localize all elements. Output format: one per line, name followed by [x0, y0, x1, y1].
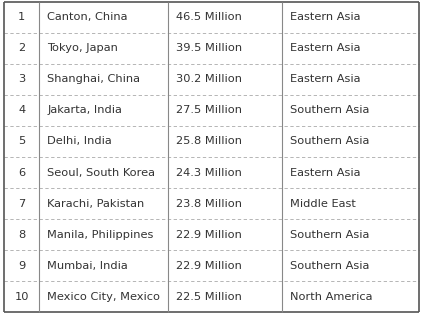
Bar: [39, 157, 168, 188]
Text: Eastern Asia: Eastern Asia: [290, 74, 360, 84]
Bar: [282, 157, 419, 188]
Text: Eastern Asia: Eastern Asia: [290, 43, 360, 53]
Bar: [39, 126, 168, 157]
Bar: [168, 250, 282, 281]
Text: 22.9 Million: 22.9 Million: [176, 230, 242, 240]
Bar: [39, 188, 168, 219]
Bar: [168, 33, 282, 64]
Text: 46.5 Million: 46.5 Million: [176, 12, 242, 22]
Text: Jakarta, India: Jakarta, India: [47, 106, 122, 115]
Bar: [4, 2, 39, 33]
Text: 23.8 Million: 23.8 Million: [176, 199, 242, 208]
Bar: [168, 95, 282, 126]
Bar: [4, 33, 39, 64]
Text: 4: 4: [18, 106, 25, 115]
Text: Shanghai, China: Shanghai, China: [47, 74, 140, 84]
Bar: [39, 250, 168, 281]
Text: 8: 8: [18, 230, 25, 240]
Text: 39.5 Million: 39.5 Million: [176, 43, 242, 53]
Bar: [282, 219, 419, 250]
Bar: [4, 95, 39, 126]
Bar: [168, 219, 282, 250]
Text: Tokyo, Japan: Tokyo, Japan: [47, 43, 118, 53]
Text: 27.5 Million: 27.5 Million: [176, 106, 242, 115]
Bar: [39, 33, 168, 64]
Text: Eastern Asia: Eastern Asia: [290, 12, 360, 22]
Bar: [4, 250, 39, 281]
Bar: [4, 126, 39, 157]
Text: Southern Asia: Southern Asia: [290, 106, 369, 115]
Bar: [282, 126, 419, 157]
Bar: [282, 250, 419, 281]
Text: 22.9 Million: 22.9 Million: [176, 261, 242, 271]
Text: 6: 6: [18, 168, 25, 177]
Bar: [4, 188, 39, 219]
Bar: [39, 219, 168, 250]
Bar: [282, 95, 419, 126]
Bar: [168, 64, 282, 95]
Bar: [168, 188, 282, 219]
Text: Mexico City, Mexico: Mexico City, Mexico: [47, 292, 160, 302]
Text: Southern Asia: Southern Asia: [290, 137, 369, 146]
Text: Eastern Asia: Eastern Asia: [290, 168, 360, 177]
Text: Karachi, Pakistan: Karachi, Pakistan: [47, 199, 144, 208]
Bar: [39, 281, 168, 312]
Text: Southern Asia: Southern Asia: [290, 261, 369, 271]
Text: 30.2 Million: 30.2 Million: [176, 74, 242, 84]
Bar: [168, 157, 282, 188]
Bar: [4, 281, 39, 312]
Bar: [282, 188, 419, 219]
Text: Canton, China: Canton, China: [47, 12, 128, 22]
Bar: [168, 2, 282, 33]
Text: 7: 7: [18, 199, 25, 208]
Text: 25.8 Million: 25.8 Million: [176, 137, 242, 146]
Bar: [282, 281, 419, 312]
Bar: [168, 126, 282, 157]
Text: 3: 3: [18, 74, 25, 84]
Text: 24.3 Million: 24.3 Million: [176, 168, 242, 177]
Text: Manila, Philippines: Manila, Philippines: [47, 230, 154, 240]
Bar: [39, 64, 168, 95]
Text: Delhi, India: Delhi, India: [47, 137, 112, 146]
Text: 9: 9: [18, 261, 25, 271]
Text: 2: 2: [18, 43, 25, 53]
Bar: [168, 281, 282, 312]
Text: Seoul, South Korea: Seoul, South Korea: [47, 168, 155, 177]
Bar: [4, 64, 39, 95]
Text: North America: North America: [290, 292, 372, 302]
Bar: [39, 2, 168, 33]
Text: 5: 5: [18, 137, 25, 146]
Bar: [282, 2, 419, 33]
Bar: [4, 219, 39, 250]
Bar: [282, 33, 419, 64]
Text: Mumbai, India: Mumbai, India: [47, 261, 128, 271]
Bar: [39, 95, 168, 126]
Bar: [282, 64, 419, 95]
Text: 22.5 Million: 22.5 Million: [176, 292, 242, 302]
Text: Southern Asia: Southern Asia: [290, 230, 369, 240]
Text: 1: 1: [18, 12, 25, 22]
Text: 10: 10: [15, 292, 29, 302]
Text: Middle East: Middle East: [290, 199, 355, 208]
Bar: [4, 157, 39, 188]
